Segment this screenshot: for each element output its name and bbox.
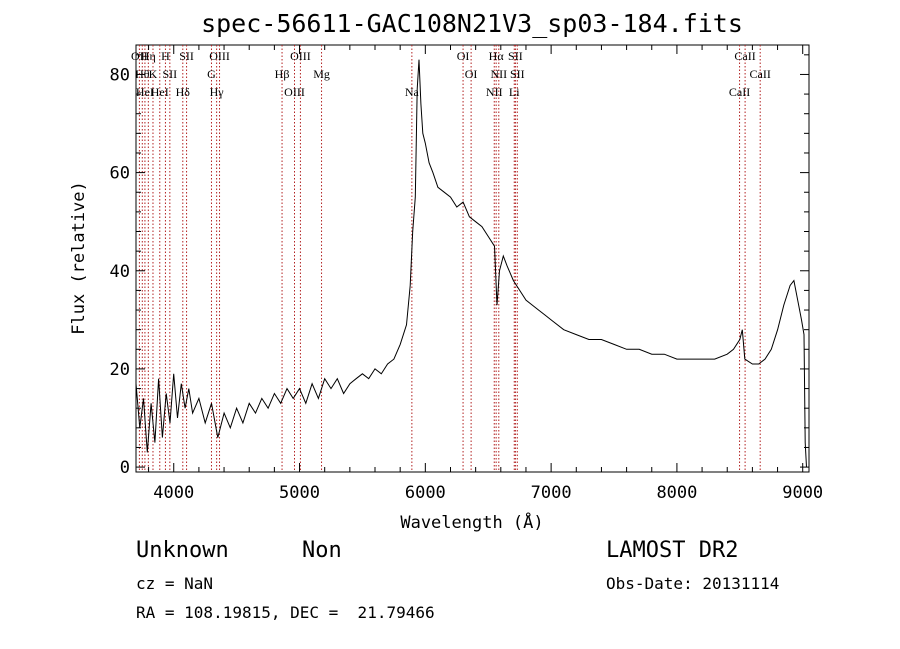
line-label: Li [509, 85, 520, 99]
spectral-line-labels: OIIHθHeIHηKHeIHSIIHδSIIGHγOIIIHβOIIIOIII… [131, 49, 771, 99]
line-label: SII [179, 49, 194, 63]
object-class: Unknown [136, 538, 229, 563]
line-label: CaII [750, 67, 771, 81]
line-label: Hδ [176, 85, 191, 99]
line-label: G [207, 67, 216, 81]
line-label: HeI [136, 85, 154, 99]
x-tick-label: 6000 [405, 483, 446, 503]
redshift-value: cz = NaN [136, 574, 214, 593]
line-label: K [149, 67, 158, 81]
line-label: Hη [141, 49, 156, 63]
line-label: NII [486, 85, 503, 99]
line-label: OII [131, 49, 148, 63]
line-label: OIII [209, 49, 230, 63]
x-axis-ticks: 4000 5000 6000 7000 8000 9000 [148, 45, 823, 503]
spectral-line-markers [138, 45, 761, 472]
y-tick-label: 20 [110, 360, 130, 380]
x-axis-label: Wavelength (Å) [400, 511, 543, 533]
line-label: SII [163, 67, 178, 81]
line-label: OI [465, 67, 478, 81]
line-label: SII [508, 49, 523, 63]
chart-title: spec-56611-GAC108N21V3_sp03-184.fits [201, 9, 743, 38]
object-subclass: Non [302, 538, 342, 563]
line-label: Na [405, 85, 420, 99]
line-label: SII [510, 67, 525, 81]
line-label: CaII [729, 85, 750, 99]
y-tick-label: 60 [110, 164, 130, 184]
observation-date: Obs-Date: 20131114 [606, 574, 780, 593]
x-tick-label: 8000 [656, 483, 697, 503]
line-label: OI [457, 49, 470, 63]
x-tick-label: 9000 [782, 483, 823, 503]
x-tick-label: 4000 [153, 483, 194, 503]
y-axis-label: Flux (relative) [69, 181, 89, 335]
line-label: OIII [290, 49, 311, 63]
survey-name: LAMOST DR2 [606, 538, 739, 563]
line-label: Hγ [210, 85, 225, 99]
line-label: Hα [489, 49, 505, 63]
x-tick-label: 5000 [279, 483, 320, 503]
y-tick-label: 80 [110, 65, 130, 85]
line-label: HeI [151, 85, 169, 99]
line-label: Hβ [275, 67, 290, 81]
y-tick-label: 0 [120, 458, 130, 478]
y-axis-ticks: 0 20 40 60 80 [110, 54, 809, 478]
coordinates: RA = 108.19815, DEC = 21.79466 [136, 603, 435, 622]
line-label: OIII [284, 85, 305, 99]
plot-frame [135, 44, 810, 473]
line-label: H [161, 49, 170, 63]
line-label: CaII [734, 49, 755, 63]
line-label: Mg [313, 67, 330, 81]
spectrum-series-line [135, 59, 807, 468]
x-tick-label: 7000 [531, 483, 572, 503]
y-tick-label: 40 [110, 262, 130, 282]
line-label: NII [490, 67, 507, 81]
